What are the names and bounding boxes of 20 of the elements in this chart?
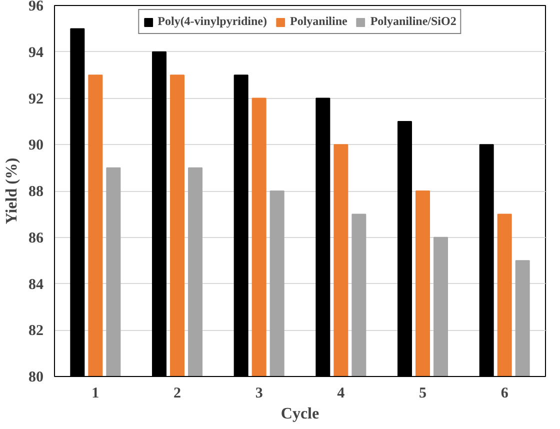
- x-tick-label: 4: [337, 386, 346, 402]
- y-tick-label: 96: [28, 0, 44, 14]
- x-tick-label: 1: [92, 386, 100, 402]
- x-tick-label: 5: [419, 386, 426, 402]
- y-axis-title: Yield (%): [4, 158, 20, 224]
- legend-label: Polyaniline: [290, 14, 348, 29]
- y-tick-label: 88: [28, 184, 44, 200]
- x-tick-label: 3: [255, 386, 263, 402]
- legend-label: Polyaniline/SiO2: [370, 14, 456, 29]
- y-tick-label: 94: [28, 44, 44, 61]
- y-tick-label: 92: [28, 91, 44, 108]
- y-tick-label: 90: [28, 138, 44, 154]
- y-tick-label: 86: [28, 230, 44, 246]
- legend-label: Poly(4-vinylpyridine): [158, 14, 267, 29]
- y-tick-label: 82: [28, 323, 44, 340]
- y-tick-label: 80: [28, 370, 44, 386]
- x-tick-label: 2: [174, 386, 181, 402]
- x-axis-title: Cycle: [280, 406, 320, 422]
- x-tick-label: 6: [500, 386, 509, 402]
- y-tick-label: 84: [28, 276, 44, 293]
